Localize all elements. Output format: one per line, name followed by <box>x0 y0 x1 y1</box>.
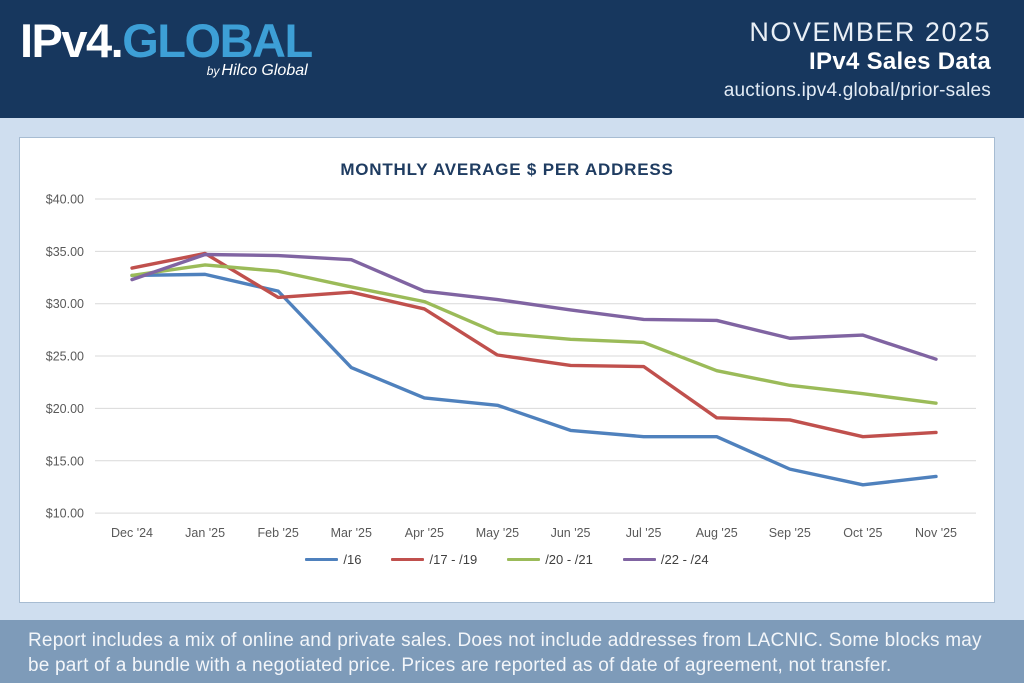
legend-line-swatch-red <box>391 557 425 562</box>
header-banner: IPv4.GLOBAL by Hilco Global NOVEMBER 2025… <box>0 0 1024 118</box>
y-axis-tick-label: $20.00 <box>46 402 84 416</box>
y-axis-tick-label: $40.00 <box>46 193 84 207</box>
report-title: IPv4 Sales Data <box>809 48 991 75</box>
legend-item-slash20-21: /20 - /21 <box>507 552 593 567</box>
legend-label: /17 - /19 <box>429 552 478 567</box>
x-axis-tick-label: Apr '25 <box>405 526 444 540</box>
series-line--20-21 <box>130 263 938 405</box>
legend-item-slash17-19: /17 - /19 <box>391 552 477 567</box>
legend-line-swatch-green <box>507 557 541 562</box>
report-header-info: NOVEMBER 2025 IPv4 Sales Data auctions.i… <box>724 0 1024 102</box>
chart-legend: /16 /17 - /19 /20 - /21 /22 - /24 <box>20 552 994 567</box>
x-axis-tick-label: Aug '25 <box>696 526 738 540</box>
legend-item-slash16: /16 <box>305 552 361 567</box>
x-axis-tick-label: Dec '24 <box>111 526 153 540</box>
legend-label: /22 - /24 <box>660 552 709 567</box>
footer-disclaimer: Report includes a mix of online and priv… <box>0 620 1024 683</box>
x-axis-tick-label: Jun '25 <box>551 526 591 540</box>
y-axis-tick-label: $30.00 <box>46 297 84 311</box>
logo-byline: by Hilco Global <box>20 62 312 80</box>
legend-line-swatch-blue <box>305 557 339 562</box>
x-axis-tick-label: Jul '25 <box>626 526 662 540</box>
y-axis-tick-label: $25.00 <box>46 350 84 364</box>
logo-wordmark: IPv4.GLOBAL <box>20 14 313 67</box>
x-axis-tick-label: Mar '25 <box>331 526 372 540</box>
disclaimer-text: Report includes a mix of online and priv… <box>28 630 982 676</box>
chart-title: MONTHLY AVERAGE $ PER ADDRESS <box>340 160 674 179</box>
report-url: auctions.ipv4.global/prior-sales <box>723 80 991 101</box>
chart-panel: MONTHLY AVERAGE $ PER ADDRESS $40.00 $35.… <box>19 137 995 603</box>
series-line--17-19 <box>130 251 938 439</box>
legend-line-swatch-purple <box>622 557 656 562</box>
byline-by: by <box>206 64 220 79</box>
legend-label: /16 <box>343 552 362 567</box>
series-line--22-24 <box>130 252 938 361</box>
legend-item-slash22-24: /22 - /24 <box>622 552 709 567</box>
x-axis-tick-label: Feb '25 <box>258 526 299 540</box>
x-axis-tick-label: Sep '25 <box>769 526 811 540</box>
x-axis-tick-label: Oct '25 <box>843 526 882 540</box>
y-axis-tick-label: $35.00 <box>46 245 84 259</box>
y-axis-tick-label: $15.00 <box>46 454 84 468</box>
ipv4-global-logo: IPv4.GLOBAL by Hilco Global <box>0 0 313 80</box>
main-area: MONTHLY AVERAGE $ PER ADDRESS $40.00 $35.… <box>0 118 1024 620</box>
report-month: NOVEMBER 2025 <box>749 17 991 47</box>
legend-label: /20 - /21 <box>545 552 593 567</box>
x-axis-tick-label: Jan '25 <box>185 526 225 540</box>
byline-hilco-global: Hilco Global <box>221 62 308 80</box>
x-axis-tick-label: May '25 <box>476 526 519 540</box>
x-axis-tick-label: Nov '25 <box>915 526 957 540</box>
line-chart: $40.00 $35.00 $30.00 $25.00 $20.00 $15.00 $10.… <box>46 193 976 540</box>
logo-text-global: GLOBAL <box>122 14 313 67</box>
logo-text-ipv4: IPv4. <box>20 14 124 67</box>
y-axis-tick-label: $10.00 <box>46 507 84 521</box>
